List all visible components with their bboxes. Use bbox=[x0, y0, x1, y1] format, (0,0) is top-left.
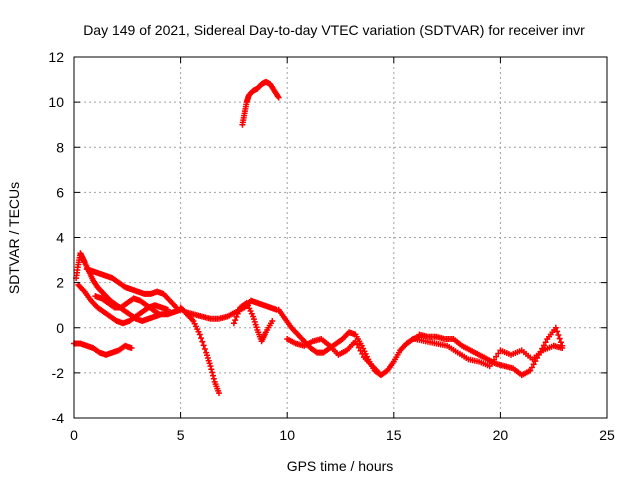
data-point bbox=[352, 338, 359, 345]
data-point bbox=[359, 350, 366, 357]
x-tick-label: 10 bbox=[279, 427, 295, 443]
data-point bbox=[156, 311, 163, 318]
data-point bbox=[233, 313, 240, 320]
x-tick-label: 20 bbox=[493, 427, 509, 443]
data-point bbox=[552, 324, 559, 331]
data-point bbox=[196, 331, 203, 338]
data-point bbox=[540, 342, 547, 349]
x-axis-label: GPS time / hours bbox=[287, 458, 394, 474]
data-point bbox=[495, 350, 502, 357]
data-point bbox=[357, 347, 364, 354]
data-point bbox=[375, 369, 382, 376]
data-point bbox=[354, 341, 361, 348]
data-point bbox=[486, 363, 493, 370]
data-point bbox=[208, 366, 215, 373]
data-point bbox=[210, 372, 217, 379]
data-point bbox=[555, 331, 562, 338]
data-point bbox=[199, 338, 206, 345]
axes: 0 5 10 15 20 25 -4 -2 0 2 4 6 8 10 12 bbox=[48, 49, 615, 443]
data-point bbox=[201, 345, 208, 352]
series-trace-high-arc bbox=[239, 78, 282, 128]
series-trace-low-early bbox=[71, 340, 135, 358]
data-point bbox=[559, 345, 566, 352]
data-point bbox=[488, 359, 495, 366]
data-point bbox=[128, 345, 135, 352]
data-point bbox=[527, 367, 534, 374]
data-point bbox=[556, 335, 563, 342]
x-tick-label: 0 bbox=[70, 427, 78, 443]
data-point bbox=[215, 390, 222, 397]
y-tick-label: 4 bbox=[56, 230, 64, 246]
y-axis-label: SDTVAR / TECUs bbox=[6, 182, 22, 294]
chart-title: Day 149 of 2021, Sidereal Day-to-day VTE… bbox=[83, 22, 585, 38]
series-trace-loop bbox=[92, 293, 163, 318]
y-tick-label: 12 bbox=[48, 49, 64, 65]
data-point bbox=[491, 356, 498, 363]
data-point bbox=[275, 94, 282, 101]
data-point bbox=[554, 328, 561, 335]
data-point bbox=[493, 353, 500, 360]
data-point bbox=[236, 307, 243, 314]
data-point bbox=[355, 344, 362, 351]
data-point bbox=[269, 317, 276, 324]
data-points bbox=[71, 78, 566, 397]
y-tick-label: 8 bbox=[56, 139, 64, 155]
data-point bbox=[230, 320, 237, 327]
series-trace-mid-band bbox=[75, 281, 171, 327]
data-point bbox=[232, 317, 239, 324]
y-tick-label: 6 bbox=[56, 184, 64, 200]
series-trace-mid-6to9 bbox=[181, 297, 280, 322]
series-trace-hook-8 bbox=[230, 299, 276, 345]
data-point bbox=[198, 335, 205, 342]
y-tick-label: 0 bbox=[56, 320, 64, 336]
series-trace-lower-10to14 bbox=[284, 336, 382, 376]
x-tick-label: 25 bbox=[599, 427, 615, 443]
data-point bbox=[164, 306, 171, 313]
x-tick-label: 5 bbox=[177, 427, 185, 443]
data-point bbox=[557, 339, 564, 346]
data-point bbox=[234, 310, 241, 317]
data-point bbox=[210, 375, 217, 382]
data-point bbox=[542, 339, 549, 346]
data-point bbox=[200, 342, 207, 349]
series-trace-late-lower bbox=[412, 336, 566, 370]
y-tick-label: -4 bbox=[52, 410, 65, 426]
series-trace-late-15to23 bbox=[416, 324, 566, 379]
y-tick-label: -2 bbox=[52, 365, 65, 381]
data-point bbox=[530, 361, 537, 368]
x-tick-label: 15 bbox=[386, 427, 402, 443]
series-trace-upper-band bbox=[83, 266, 180, 311]
grid bbox=[74, 57, 607, 418]
y-tick-label: 2 bbox=[56, 275, 64, 291]
data-point bbox=[209, 369, 216, 376]
data-point bbox=[528, 364, 535, 371]
y-tick-label: 10 bbox=[48, 94, 64, 110]
data-point bbox=[207, 363, 214, 370]
